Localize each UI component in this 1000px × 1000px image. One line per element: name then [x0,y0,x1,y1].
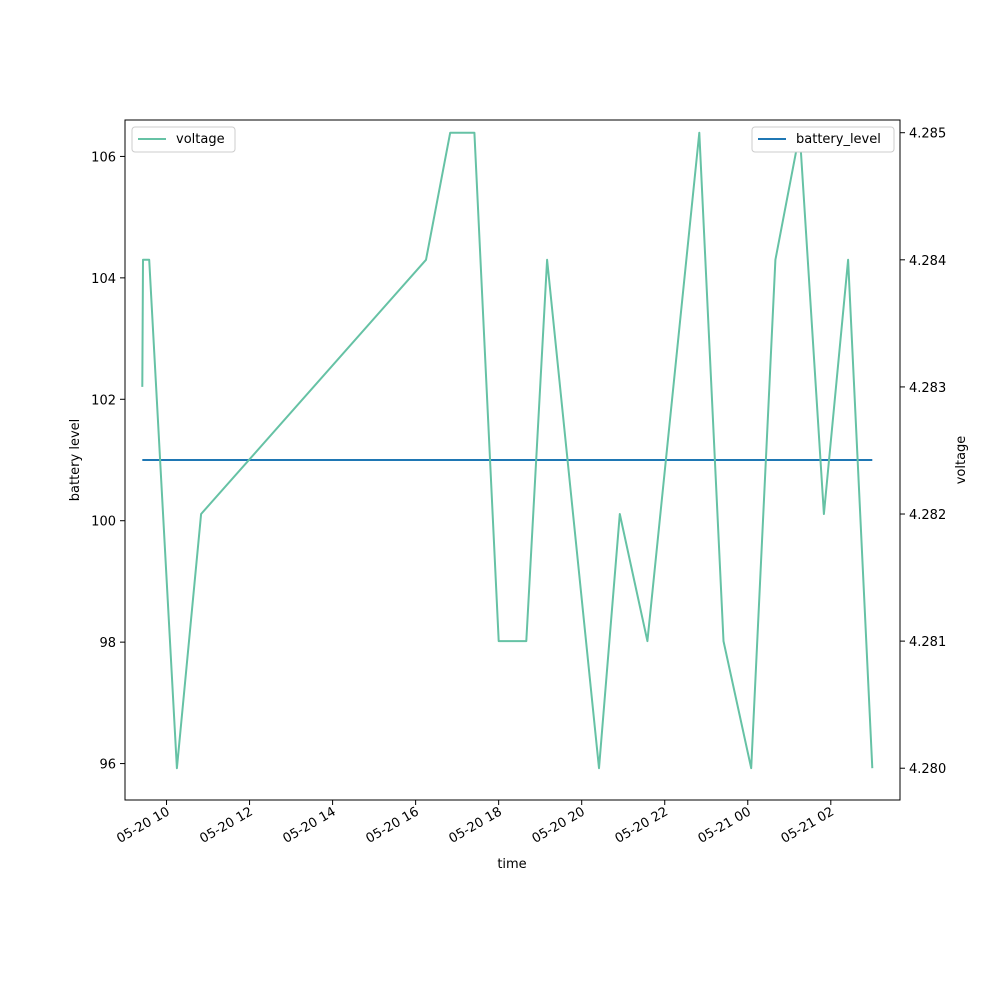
legend-battery-level: battery_level [751,126,895,153]
y-right-tick-label: 4.281 [909,635,946,650]
x-axis-label: time [497,857,526,872]
y-left-tick-label: 100 [91,515,116,530]
series-line-voltage [141,131,874,770]
y-left-tick-label: 104 [91,272,116,287]
y-left-tick-label: 106 [91,150,116,165]
y-right-tick-label: 4.284 [909,254,946,269]
legend-battery-level-label: battery_level [796,132,881,147]
y-right-tick-label: 4.280 [909,762,946,777]
y-axis-left: 96 98 100 102 104 106 [91,150,125,773]
legend-voltage-label: voltage [176,132,225,147]
y-left-tick-label: 96 [99,758,116,773]
legend-voltage: voltage [131,126,236,153]
y-left-tick-label: 98 [99,636,116,651]
plot-frame [124,119,901,801]
legend-voltage-box [131,126,236,153]
y-right-tick-label: 4.282 [909,508,946,523]
y-axis-right-label: voltage [954,436,969,485]
y-right-tick-label: 4.285 [909,127,946,142]
y-axis-left-label: battery level [68,419,83,502]
y-axis-right: 4.280 4.281 4.282 4.283 4.284 4.285 [900,127,946,777]
series-layer [141,131,874,770]
legend-battery-level-box [751,126,895,153]
y-left-tick-label: 102 [91,393,116,408]
y-right-tick-label: 4.283 [909,381,946,396]
